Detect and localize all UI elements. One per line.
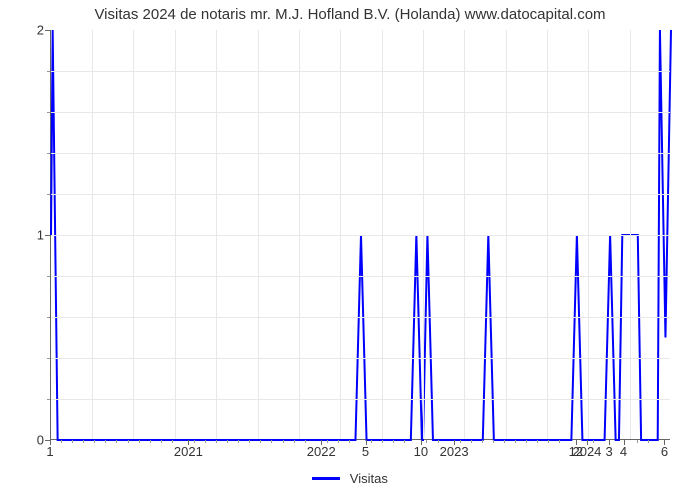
x-tick-minor xyxy=(482,440,483,443)
x-tick-mark xyxy=(587,440,588,445)
x-tick-minor xyxy=(471,440,472,443)
plot-area xyxy=(50,30,670,440)
x-tick-minor xyxy=(61,440,62,443)
y-tick-minor xyxy=(47,317,50,318)
x-tick-label: 1 xyxy=(46,444,53,459)
x-tick-minor xyxy=(349,440,350,443)
x-tick-minor xyxy=(161,440,162,443)
x-tick-minor xyxy=(548,440,549,443)
x-tick-label: 2024 xyxy=(572,444,601,459)
x-tick-minor xyxy=(172,440,173,443)
y-tick-minor xyxy=(47,153,50,154)
x-tick-minor xyxy=(493,440,494,443)
x-tick-minor xyxy=(637,440,638,443)
y-tick-label: 0 xyxy=(24,433,44,448)
x-tick-minor xyxy=(94,440,95,443)
x-tick-minor xyxy=(526,440,527,443)
legend-swatch xyxy=(312,477,340,480)
x-tick-minor xyxy=(393,440,394,443)
gridline-horizontal xyxy=(51,194,670,195)
x-tick-minor xyxy=(205,440,206,443)
x-tick-minor xyxy=(648,440,649,443)
gridline-horizontal xyxy=(51,112,670,113)
y-tick-minor xyxy=(47,358,50,359)
x-tick-minor xyxy=(426,440,427,443)
gridline-horizontal xyxy=(51,235,670,236)
x-tick-minor xyxy=(249,440,250,443)
legend: Visitas xyxy=(0,470,700,486)
y-tick-label: 2 xyxy=(24,23,44,38)
x-tick-minor xyxy=(371,440,372,443)
x-tick-minor xyxy=(116,440,117,443)
x-tick-label: 2023 xyxy=(440,444,469,459)
gridline-horizontal xyxy=(51,317,670,318)
x-tick-minor xyxy=(305,440,306,443)
gridline-horizontal xyxy=(51,358,670,359)
y-tick-minor xyxy=(47,112,50,113)
x-tick-label: 10 xyxy=(414,444,428,459)
x-tick-minor xyxy=(504,440,505,443)
x-tick-mark xyxy=(664,440,665,445)
x-tick-minor xyxy=(438,440,439,443)
x-tick-minor xyxy=(72,440,73,443)
x-tick-label: 6 xyxy=(661,444,668,459)
x-tick-minor xyxy=(593,440,594,443)
x-tick-minor xyxy=(216,440,217,443)
y-tick-mark xyxy=(45,30,50,31)
y-tick-label: 1 xyxy=(24,228,44,243)
x-tick-minor xyxy=(283,440,284,443)
x-tick-minor xyxy=(139,440,140,443)
x-tick-minor xyxy=(537,440,538,443)
x-tick-label: 2022 xyxy=(307,444,336,459)
x-tick-minor xyxy=(327,440,328,443)
x-tick-label: 5 xyxy=(362,444,369,459)
x-tick-mark xyxy=(624,440,625,445)
x-tick-minor xyxy=(227,440,228,443)
gridline-horizontal xyxy=(51,71,670,72)
y-tick-mark xyxy=(45,235,50,236)
x-tick-minor xyxy=(150,440,151,443)
chart-title: Visitas 2024 de notaris mr. M.J. Hofland… xyxy=(0,6,700,23)
y-tick-minor xyxy=(47,276,50,277)
x-tick-minor xyxy=(260,440,261,443)
x-tick-minor xyxy=(194,440,195,443)
x-tick-mark xyxy=(366,440,367,445)
x-tick-minor xyxy=(83,440,84,443)
x-tick-minor xyxy=(559,440,560,443)
gridline-horizontal xyxy=(51,276,670,277)
x-tick-minor xyxy=(382,440,383,443)
y-tick-minor xyxy=(47,71,50,72)
x-tick-mark xyxy=(421,440,422,445)
y-tick-minor xyxy=(47,194,50,195)
x-tick-mark xyxy=(454,440,455,445)
x-tick-label: 2021 xyxy=(174,444,203,459)
x-tick-label: 3 xyxy=(605,444,612,459)
x-tick-mark xyxy=(609,440,610,445)
x-tick-minor xyxy=(460,440,461,443)
x-tick-minor xyxy=(271,440,272,443)
x-tick-mark xyxy=(50,440,51,445)
legend-label: Visitas xyxy=(350,471,388,486)
x-tick-minor xyxy=(515,440,516,443)
x-tick-minor xyxy=(294,440,295,443)
x-tick-minor xyxy=(338,440,339,443)
y-tick-minor xyxy=(47,399,50,400)
x-tick-label: 4 xyxy=(620,444,627,459)
chart-container: Visitas 2024 de notaris mr. M.J. Hofland… xyxy=(0,0,700,500)
gridline-horizontal xyxy=(51,153,670,154)
x-tick-minor xyxy=(128,440,129,443)
gridline-horizontal xyxy=(51,399,670,400)
x-tick-minor xyxy=(404,440,405,443)
x-tick-minor xyxy=(105,440,106,443)
x-tick-minor xyxy=(238,440,239,443)
x-tick-mark xyxy=(188,440,189,445)
x-tick-mark xyxy=(321,440,322,445)
